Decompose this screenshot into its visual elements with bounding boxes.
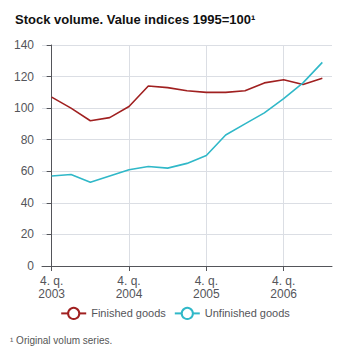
svg-text:140: 140: [14, 38, 34, 52]
svg-text:0: 0: [27, 259, 34, 273]
svg-text:Unfinished goods: Unfinished goods: [205, 307, 291, 319]
svg-text:120: 120: [14, 70, 34, 84]
svg-text:4. q.: 4. q.: [272, 274, 295, 288]
svg-text:2004: 2004: [116, 287, 143, 301]
svg-text:¹ Original volum series.: ¹ Original volum series.: [10, 335, 112, 346]
svg-text:4. q.: 4. q.: [117, 274, 140, 288]
svg-text:60: 60: [21, 164, 35, 178]
svg-text:Finished goods: Finished goods: [91, 307, 166, 319]
svg-text:4. q.: 4. q.: [195, 274, 218, 288]
svg-text:100: 100: [14, 101, 34, 115]
svg-text:2005: 2005: [193, 287, 220, 301]
svg-text:40: 40: [21, 196, 35, 210]
svg-text:80: 80: [21, 133, 35, 147]
svg-text:20: 20: [21, 227, 35, 241]
svg-text:2006: 2006: [270, 287, 297, 301]
svg-text:2003: 2003: [38, 287, 65, 301]
svg-text:4. q.: 4. q.: [40, 274, 63, 288]
svg-text:Stock volume. Value indices 19: Stock volume. Value indices 1995=100¹: [15, 12, 255, 27]
